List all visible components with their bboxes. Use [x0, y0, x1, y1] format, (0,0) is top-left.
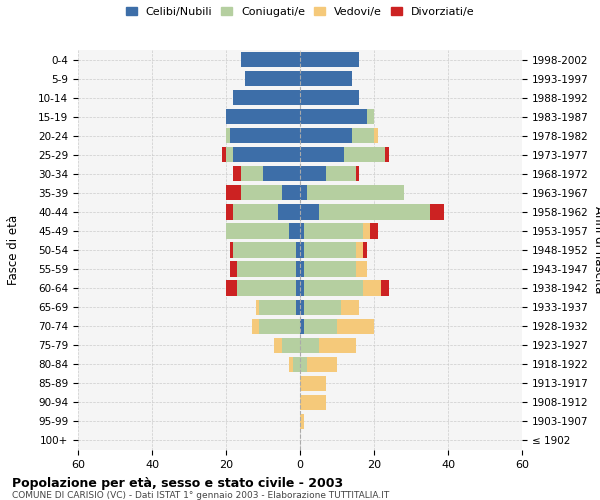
Bar [363, 280, 382, 295]
Bar [355, 262, 367, 276]
Bar [230, 262, 237, 276]
Bar [355, 242, 363, 258]
Bar [430, 204, 444, 220]
Bar [304, 262, 355, 276]
Bar [300, 300, 304, 315]
Bar [300, 166, 326, 182]
Bar [370, 224, 378, 238]
Bar [341, 300, 359, 315]
Bar [256, 300, 259, 315]
Bar [319, 338, 355, 353]
Bar [300, 90, 359, 105]
Bar [363, 224, 370, 238]
Bar [300, 242, 304, 258]
Bar [300, 204, 319, 220]
Bar [300, 147, 344, 162]
Bar [296, 280, 300, 295]
Bar [300, 395, 326, 410]
Bar [241, 52, 300, 67]
Y-axis label: Anni di nascita: Anni di nascita [592, 206, 600, 294]
Bar [281, 185, 300, 200]
Bar [289, 356, 293, 372]
Bar [226, 204, 233, 220]
Bar [226, 147, 233, 162]
Text: COMUNE DI CARISIO (VC) - Dati ISTAT 1° gennaio 2003 - Elaborazione TUTTITALIA.IT: COMUNE DI CARISIO (VC) - Dati ISTAT 1° g… [12, 491, 389, 500]
Bar [300, 52, 359, 67]
Bar [304, 300, 341, 315]
Bar [300, 262, 304, 276]
Bar [278, 204, 300, 220]
Bar [363, 242, 367, 258]
Bar [300, 414, 304, 429]
Bar [296, 262, 300, 276]
Bar [237, 262, 296, 276]
Bar [300, 356, 307, 372]
Bar [304, 242, 355, 258]
Bar [237, 280, 296, 295]
Bar [233, 90, 300, 105]
Bar [226, 224, 289, 238]
Bar [304, 224, 363, 238]
Bar [385, 147, 389, 162]
Bar [307, 185, 404, 200]
Bar [326, 166, 355, 182]
Bar [304, 280, 363, 295]
Bar [226, 109, 300, 124]
Bar [300, 338, 319, 353]
Bar [300, 224, 304, 238]
Bar [296, 242, 300, 258]
Bar [300, 185, 307, 200]
Bar [259, 318, 300, 334]
Bar [293, 356, 300, 372]
Bar [382, 280, 389, 295]
Bar [233, 166, 241, 182]
Bar [241, 185, 281, 200]
Bar [337, 318, 374, 334]
Y-axis label: Fasce di età: Fasce di età [7, 215, 20, 285]
Legend: Celibi/Nubili, Coniugati/e, Vedovi/e, Divorziati/e: Celibi/Nubili, Coniugati/e, Vedovi/e, Di… [122, 4, 478, 20]
Bar [355, 166, 359, 182]
Bar [223, 147, 226, 162]
Bar [230, 242, 233, 258]
Bar [304, 318, 337, 334]
Bar [367, 109, 374, 124]
Bar [374, 128, 378, 144]
Bar [281, 338, 300, 353]
Bar [226, 185, 241, 200]
Bar [300, 318, 304, 334]
Text: Popolazione per età, sesso e stato civile - 2003: Popolazione per età, sesso e stato civil… [12, 478, 343, 490]
Bar [263, 166, 300, 182]
Bar [300, 71, 352, 86]
Bar [252, 318, 259, 334]
Bar [307, 356, 337, 372]
Bar [230, 128, 300, 144]
Bar [226, 128, 230, 144]
Bar [259, 300, 296, 315]
Bar [233, 242, 296, 258]
Bar [296, 300, 300, 315]
Bar [241, 166, 263, 182]
Bar [300, 128, 352, 144]
Bar [300, 376, 326, 391]
Bar [300, 109, 367, 124]
Bar [344, 147, 385, 162]
Bar [289, 224, 300, 238]
Bar [245, 71, 300, 86]
Bar [319, 204, 430, 220]
Bar [352, 128, 374, 144]
Bar [233, 204, 278, 220]
Bar [226, 280, 237, 295]
Bar [233, 147, 300, 162]
Bar [300, 280, 304, 295]
Bar [274, 338, 281, 353]
